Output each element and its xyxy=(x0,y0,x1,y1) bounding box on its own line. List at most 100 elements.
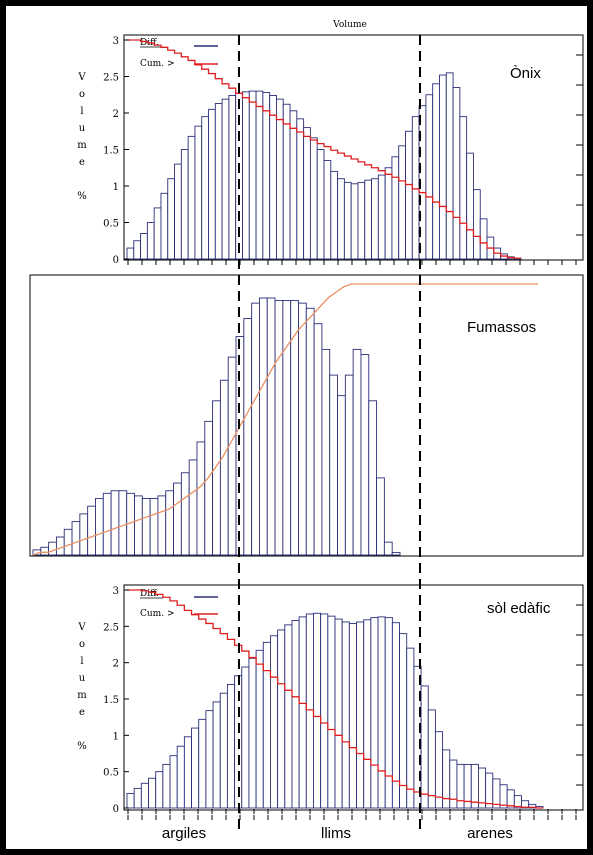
fumassos-bar xyxy=(204,420,214,556)
soil-bar xyxy=(334,618,343,809)
soil-bar xyxy=(198,718,207,809)
soil-bar xyxy=(205,710,214,809)
soil-bar xyxy=(470,763,479,809)
soil-bar xyxy=(327,615,336,809)
fumassos-bar xyxy=(282,300,292,556)
soil-bar xyxy=(492,778,501,809)
fumassos-bar xyxy=(376,477,385,556)
onix-bar xyxy=(174,163,182,260)
soil-bar xyxy=(248,657,257,809)
fumassos-bar xyxy=(274,300,284,556)
onix-bar xyxy=(133,240,142,260)
soil-ytick-label: 2 xyxy=(113,659,119,670)
fumassos-bar xyxy=(212,400,221,556)
category-llims: llims xyxy=(321,825,351,842)
soil-ytick-label: 0.5 xyxy=(103,768,119,779)
fumassos-bar xyxy=(313,323,323,556)
soil-bar xyxy=(277,629,286,809)
soil-bar xyxy=(399,633,408,809)
soil-bar xyxy=(478,767,487,809)
onix-bar xyxy=(398,145,406,260)
onix-bar xyxy=(167,178,175,260)
soil-bar xyxy=(356,621,365,809)
soil-ytick-label: 3 xyxy=(113,586,119,597)
soil-bar xyxy=(449,759,458,809)
soil-bar xyxy=(391,622,401,809)
fumassos-bar xyxy=(79,513,89,556)
onix-bar xyxy=(160,192,169,260)
soil-ylabel-letter: l xyxy=(80,656,83,667)
legend-soil: Diff. Cum. > xyxy=(140,589,218,619)
fumassos-bar xyxy=(102,492,112,556)
onix-bar xyxy=(201,116,209,260)
fumassos-bar xyxy=(134,495,143,556)
onix-bar xyxy=(242,91,250,260)
fumassos-bar xyxy=(266,297,276,556)
fumassos-bar xyxy=(298,302,307,556)
onix-bar xyxy=(214,103,223,260)
soil-bar xyxy=(305,613,314,809)
soil-bar xyxy=(377,616,386,809)
onix-bar xyxy=(276,98,284,260)
soil-ytick-label: 1.5 xyxy=(103,695,119,706)
fumassos-bar xyxy=(149,498,159,556)
soil-bar xyxy=(313,612,322,809)
soil-cumulative-line xyxy=(127,589,543,809)
soil-bar xyxy=(148,777,157,809)
soil-bar xyxy=(485,772,494,809)
soil-bar xyxy=(219,692,228,809)
onix-ylabel-letter: o xyxy=(79,89,85,100)
onix-bar xyxy=(343,181,352,260)
onix-ytick-label: 2 xyxy=(113,109,119,120)
panel-fumassos-title: Fumassos xyxy=(467,319,536,336)
fumassos-bar xyxy=(383,541,393,556)
fumassos-cumulative-line xyxy=(32,283,538,556)
onix-bar xyxy=(289,110,298,260)
fumassos-bar xyxy=(157,495,167,556)
fumassos-bar xyxy=(321,348,331,556)
soil-bar xyxy=(155,771,164,809)
fumassos-bar xyxy=(251,302,260,556)
fumassos-bar xyxy=(188,459,198,556)
soil-ytick-label: 2.5 xyxy=(103,622,119,633)
onix-bar xyxy=(459,116,468,260)
onix-bar xyxy=(445,72,454,260)
soil-bar xyxy=(126,793,135,809)
soil-bar xyxy=(183,736,193,809)
soil-bar xyxy=(226,684,236,809)
onix-bar xyxy=(303,127,311,260)
onix-bar xyxy=(248,90,257,260)
fumassos-bar xyxy=(329,374,338,556)
fumassos-bar xyxy=(180,472,190,556)
onix-bar xyxy=(377,174,386,260)
soil-bar xyxy=(176,745,185,809)
onix-ytick-label: 3 xyxy=(113,36,119,47)
fumassos-bar xyxy=(360,354,370,556)
onix-bar xyxy=(411,116,420,260)
onix-bar xyxy=(473,189,481,260)
fumassos-bar xyxy=(141,498,151,556)
onix-ylabel-letter: l xyxy=(80,106,83,117)
soil-bar xyxy=(291,620,300,809)
soil-bar xyxy=(212,701,221,809)
legend-onix-cum: Cum. > xyxy=(140,59,174,69)
onix-bar xyxy=(309,137,318,260)
onix-ytick-label: 1 xyxy=(113,182,119,193)
soil-bar xyxy=(363,619,372,809)
fumassos-bar xyxy=(71,521,81,556)
soil-bar xyxy=(241,666,250,809)
onix-bar xyxy=(323,159,332,260)
onix-bar xyxy=(384,167,393,260)
soil-bar xyxy=(442,749,451,809)
onix-ylabel-letter: m xyxy=(77,140,87,151)
onix-bar xyxy=(466,152,474,260)
soil-bar xyxy=(162,763,171,809)
onix-bar xyxy=(405,130,413,260)
top-axis-label: Volume xyxy=(332,20,367,30)
fumassos-bar xyxy=(48,541,57,556)
onix-bar xyxy=(425,94,434,260)
panel-soil-frame xyxy=(123,584,584,811)
category-arenes: arenes xyxy=(467,825,513,842)
fumassos-bar xyxy=(55,536,65,556)
